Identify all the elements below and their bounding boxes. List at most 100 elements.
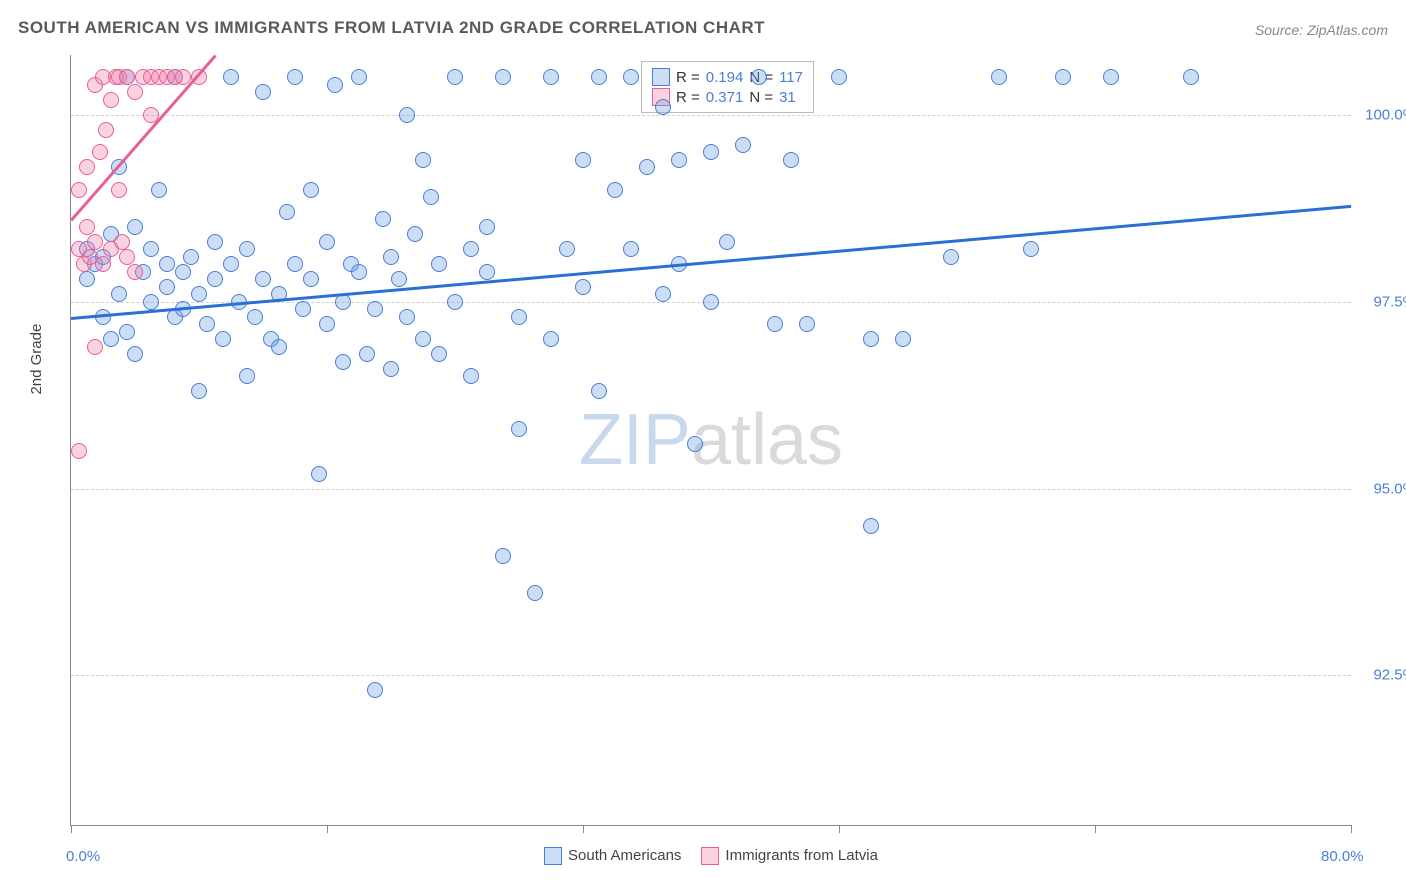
source-label: Source: ZipAtlas.com [1255, 22, 1388, 38]
x-tick [71, 825, 72, 833]
watermark: ZIPatlas [579, 399, 843, 481]
data-point [623, 241, 639, 257]
data-point [399, 107, 415, 123]
data-point [295, 301, 311, 317]
data-point [767, 316, 783, 332]
data-point [527, 585, 543, 601]
data-point [831, 69, 847, 85]
gridline [71, 489, 1351, 490]
data-point [351, 264, 367, 280]
data-point [391, 271, 407, 287]
data-point [207, 271, 223, 287]
plot-area: ZIPatlas R = 0.194 N = 117 R = 0.371 N =… [70, 55, 1351, 826]
data-point [1183, 69, 1199, 85]
y-tick-label: 95.0% [1373, 480, 1406, 497]
data-point [127, 264, 143, 280]
stats-row-blue: R = 0.194 N = 117 [652, 68, 803, 86]
data-point [687, 436, 703, 452]
chart-title: SOUTH AMERICAN VS IMMIGRANTS FROM LATVIA… [18, 18, 765, 38]
n-value-blue: 117 [779, 69, 803, 86]
x-tick-label: 0.0% [66, 848, 100, 865]
x-tick-label: 80.0% [1321, 848, 1364, 865]
r-label: R = [676, 89, 700, 106]
data-point [335, 354, 351, 370]
data-point [175, 264, 191, 280]
gridline [71, 115, 1351, 116]
data-point [655, 99, 671, 115]
data-point [591, 69, 607, 85]
x-tick [327, 825, 328, 833]
legend-square-icon [544, 847, 562, 865]
y-tick-label: 92.5% [1373, 667, 1406, 684]
data-point [303, 182, 319, 198]
data-point [207, 234, 223, 250]
data-point [127, 346, 143, 362]
data-point [543, 69, 559, 85]
data-point [431, 256, 447, 272]
data-point [751, 69, 767, 85]
data-point [799, 316, 815, 332]
data-point [79, 219, 95, 235]
data-point [655, 286, 671, 302]
n-label: N = [749, 89, 773, 106]
data-point [271, 339, 287, 355]
y-axis-title: 2nd Grade [28, 324, 45, 395]
data-point [415, 331, 431, 347]
data-point [223, 69, 239, 85]
data-point [1055, 69, 1071, 85]
data-point [1023, 241, 1039, 257]
data-point [1103, 69, 1119, 85]
x-tick [1351, 825, 1352, 833]
data-point [215, 331, 231, 347]
data-point [114, 234, 130, 250]
data-point [279, 204, 295, 220]
data-point [287, 256, 303, 272]
data-point [623, 69, 639, 85]
r-value-pink: 0.371 [706, 89, 744, 106]
data-point [159, 279, 175, 295]
data-point [463, 241, 479, 257]
data-point [319, 316, 335, 332]
data-point [103, 331, 119, 347]
data-point [399, 309, 415, 325]
data-point [495, 69, 511, 85]
data-point [255, 271, 271, 287]
n-value-pink: 31 [779, 89, 796, 106]
data-point [639, 159, 655, 175]
data-point [367, 682, 383, 698]
data-point [87, 234, 103, 250]
y-tick-label: 100.0% [1365, 106, 1406, 123]
data-point [575, 152, 591, 168]
data-point [863, 518, 879, 534]
data-point [239, 241, 255, 257]
data-point [159, 256, 175, 272]
data-point [559, 241, 575, 257]
data-point [511, 309, 527, 325]
stats-row-pink: R = 0.371 N = 31 [652, 88, 803, 106]
data-point [98, 122, 114, 138]
data-point [943, 249, 959, 265]
data-point [367, 301, 383, 317]
data-point [95, 256, 111, 272]
data-point [151, 182, 167, 198]
data-point [79, 271, 95, 287]
r-value-blue: 0.194 [706, 69, 744, 86]
data-point [495, 548, 511, 564]
data-point [71, 182, 87, 198]
data-point [703, 144, 719, 160]
data-point [127, 84, 143, 100]
data-point [383, 249, 399, 265]
y-tick-label: 97.5% [1373, 293, 1406, 310]
data-point [895, 331, 911, 347]
data-point [119, 249, 135, 265]
data-point [119, 324, 135, 340]
data-point [327, 77, 343, 93]
legend-label-pink: Immigrants from Latvia [725, 847, 878, 864]
legend-item-blue: South Americans [544, 847, 681, 865]
x-tick [839, 825, 840, 833]
data-point [111, 286, 127, 302]
data-point [319, 234, 335, 250]
data-point [511, 421, 527, 437]
data-point [103, 92, 119, 108]
data-point [255, 84, 271, 100]
